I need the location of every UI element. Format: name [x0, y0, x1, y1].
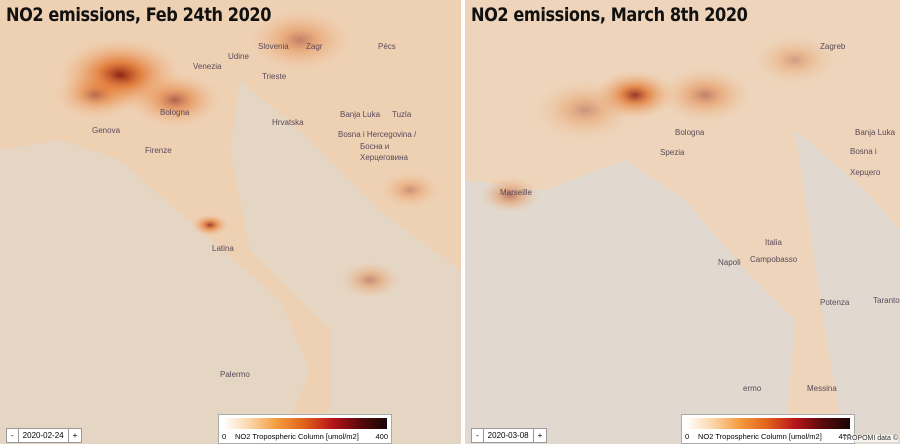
place-label: Bologna — [675, 128, 705, 137]
attribution: TROPOMI data © — [842, 435, 898, 442]
no2-hotspot — [250, 10, 350, 70]
place-label: Banja Luka — [855, 128, 896, 137]
no2-hotspot — [755, 36, 835, 84]
place-label: Campobasso — [750, 255, 798, 264]
date-label: 2020-02-24 — [22, 431, 64, 440]
place-label: Zagreb — [820, 42, 846, 51]
zoom-out-button[interactable]: - — [7, 429, 19, 442]
place-label: Tuzla — [392, 110, 412, 119]
map-panel: NO2 emissions, March 8th 2020 Zagreb Banja… — [465, 0, 900, 444]
no2-hotspot — [480, 177, 540, 213]
place-label: Slovenia — [258, 42, 289, 51]
sea — [0, 140, 310, 444]
place-label: Latina — [212, 244, 234, 253]
zoom-out-button[interactable]: - — [472, 429, 484, 442]
map-background — [0, 0, 461, 444]
sea — [795, 130, 900, 444]
place-label: Босна и — [360, 142, 390, 151]
place-label: Genova — [92, 126, 121, 135]
place-label: Napoli — [718, 258, 741, 267]
panel-title: NO2 emissions, Feb 24th 2020 — [6, 4, 272, 26]
place-label: Херцего — [850, 168, 881, 177]
place-label: Potenza — [820, 298, 850, 307]
no2-hotspot — [130, 73, 220, 127]
place-label: Zagr — [306, 42, 323, 51]
map-background — [465, 0, 900, 444]
no2-hotspot — [55, 71, 135, 119]
zoom-in-button[interactable]: + — [532, 429, 547, 442]
place-label: Marseille — [500, 188, 533, 197]
place-label: Taranto — [873, 296, 900, 305]
legend-label: NO2 Tropospheric Column [umol/m2] — [235, 432, 359, 441]
place-label: Messina — [807, 384, 837, 393]
place-label: Firenze — [145, 146, 172, 155]
place-label: Venezia — [193, 62, 222, 71]
place-label: Bologna — [160, 108, 190, 117]
place-label: Bosna i Hercegovina / — [338, 130, 417, 139]
panel-title: NO2 emissions, March 8th 2020 — [471, 4, 748, 26]
place-label: Spezia — [660, 148, 685, 157]
no2-hotspot — [535, 80, 635, 140]
date-control: -2020-02-24 + — [6, 428, 83, 443]
no2-hotspot — [340, 262, 400, 298]
color-bar — [686, 418, 850, 429]
place-label: Hrvatska — [272, 118, 304, 127]
place-label: Pécs — [378, 42, 396, 51]
place-label: Italia — [765, 238, 782, 247]
place-label: Palermo — [220, 370, 250, 379]
place-label: Bosna i — [850, 147, 877, 156]
place-label: ermo — [743, 384, 762, 393]
legend-label: NO2 Tropospheric Column [umol/m2] — [698, 432, 822, 441]
color-legend: 0 NO2 Tropospheric Column [umol/m2] 400 — [218, 414, 392, 444]
legend-min: 0 — [685, 432, 690, 441]
zoom-in-button[interactable]: + — [67, 429, 82, 442]
place-label: Banja Luka — [340, 110, 381, 119]
place-label: Херцеговина — [360, 153, 408, 162]
place-label: Udine — [228, 52, 249, 61]
map-panel: NO2 emissions, Feb 24th 2020 Slovenia Zagr… — [0, 0, 461, 444]
legend-min: 0 — [222, 432, 227, 441]
place-label: Trieste — [262, 72, 287, 81]
legend-max: 400 — [375, 432, 388, 441]
no2-hotspot — [380, 172, 440, 208]
no2-hotspot — [660, 68, 750, 122]
date-label: 2020-03-08 — [487, 431, 529, 440]
date-control: -2020-03-08 + — [471, 428, 548, 443]
sea — [465, 160, 795, 444]
color-bar — [223, 418, 387, 429]
no2-haze — [465, 0, 900, 444]
sea — [230, 80, 461, 444]
no2-hotspot — [192, 214, 228, 236]
